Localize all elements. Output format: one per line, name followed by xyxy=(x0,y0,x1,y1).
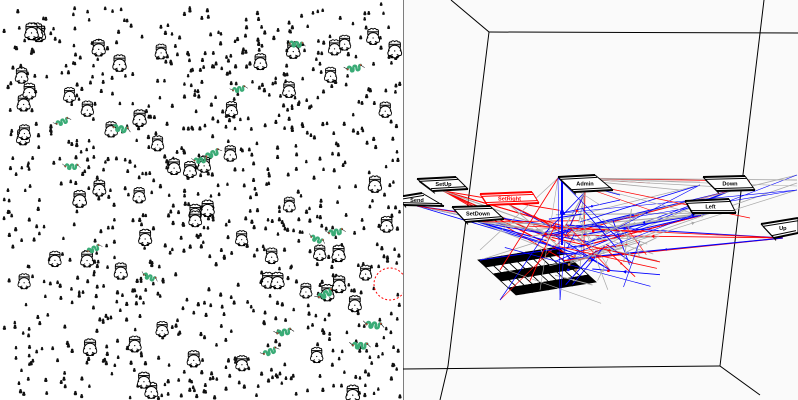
svg-text:SetRight: SetRight xyxy=(498,196,521,202)
svg-text:SetUp: SetUp xyxy=(435,182,452,188)
svg-text:Up: Up xyxy=(779,226,787,232)
svg-text:Admin: Admin xyxy=(576,181,594,187)
svg-text:SetDown: SetDown xyxy=(466,211,491,217)
svg-text:Down: Down xyxy=(722,181,738,187)
svg-text:Send: Send xyxy=(410,198,424,204)
svg-text:Left: Left xyxy=(705,204,715,210)
